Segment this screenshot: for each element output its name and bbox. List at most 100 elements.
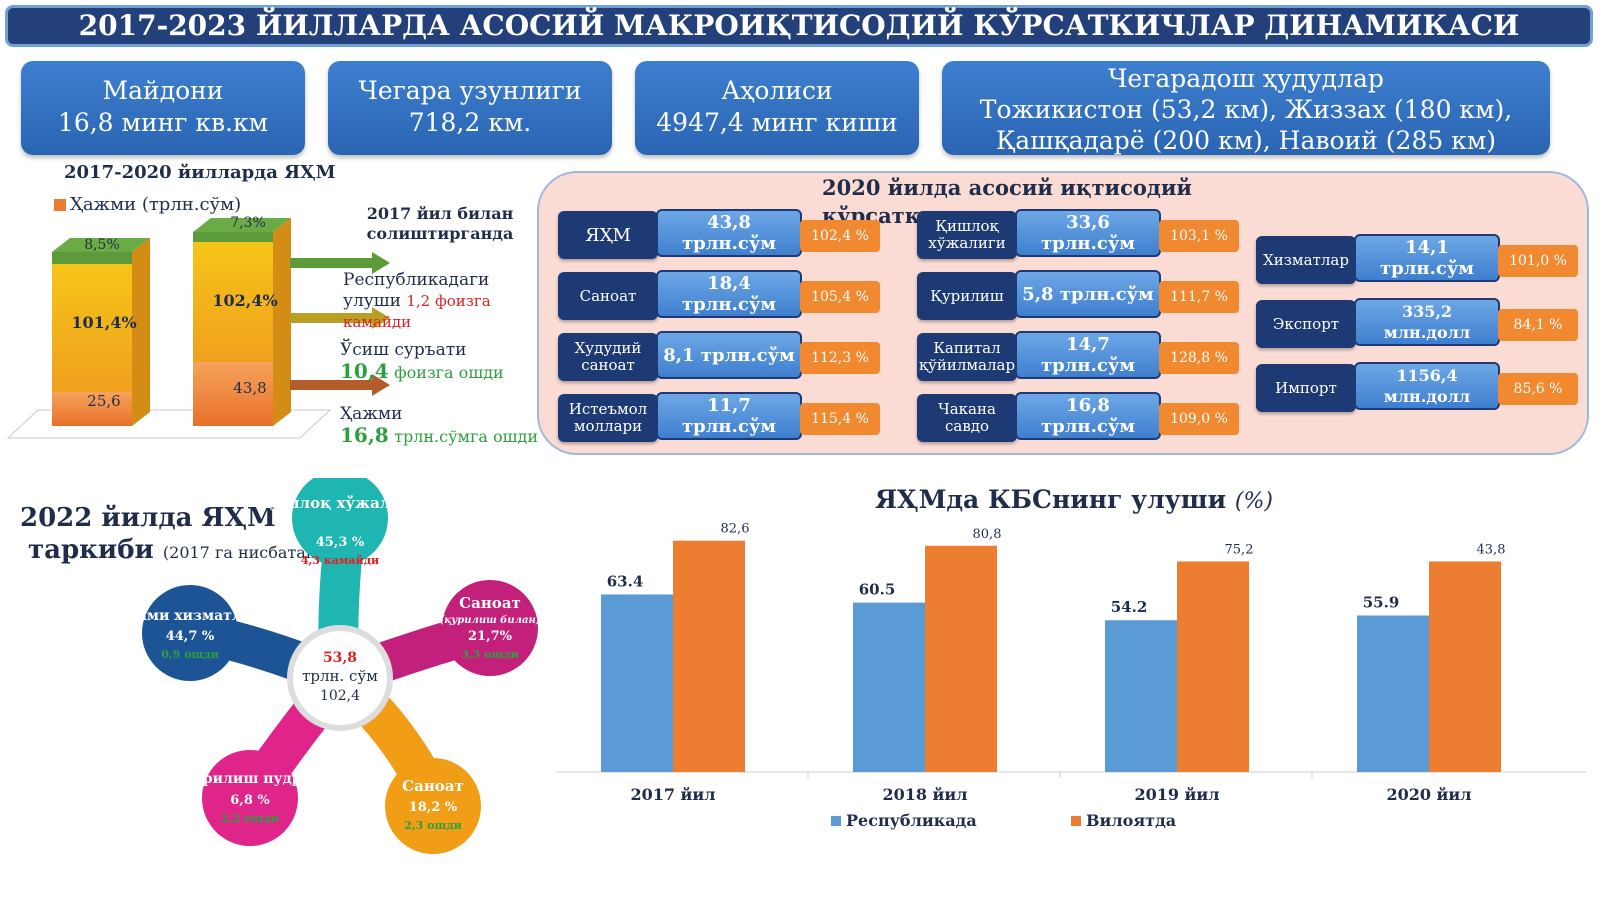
bar-chart-unit: (%) — [1234, 489, 1273, 514]
indicator-export-value: 335,2 млн.долл — [1354, 298, 1500, 346]
gdp-floor — [6, 409, 332, 439]
indicator-import-label: Импорт — [1256, 364, 1356, 412]
indicator-services-pct: 101,0 % — [1498, 245, 1578, 277]
indicator-construction-value: 5,8 трлн.сўм — [1015, 270, 1161, 318]
neighbors-label: Чегарадош ҳудудлар — [1108, 64, 1384, 93]
indicator-consumer-goods-value: 11,7 трлн.сўм — [656, 392, 802, 440]
gdp-bar2-share: 7,3% — [230, 215, 266, 231]
gdp-bar2-growth-segment — [193, 242, 273, 362]
industry-pct: 18,2 % — [409, 800, 458, 815]
share-note-text: Республикадаги улуши — [343, 270, 490, 311]
share-note: Республикадаги улуши 1,2 фоизга камайди — [343, 270, 543, 333]
population-card: Аҳолиси 4947,4 минг киши — [635, 61, 919, 155]
area-card-label: Майдони — [102, 76, 224, 105]
data-label-region-0: 82,6 — [721, 522, 750, 537]
bar-chart-title-text: ЯҲМда КБСнинг улуши — [875, 485, 1227, 514]
agriculture-pct: 45,3 % — [316, 535, 365, 550]
bar-region-3 — [1429, 561, 1501, 772]
industry-petal — [385, 758, 481, 854]
industry-construction-sub: (қурилиш билан) — [440, 615, 541, 626]
services-change: 0,9 ошди — [161, 648, 219, 661]
bar-region-2 — [1177, 561, 1249, 772]
legend-republic-swatch-icon — [831, 816, 841, 826]
indicator-consumer-goods-pct: 115,4 % — [800, 403, 880, 435]
gdp-bar1-top — [52, 238, 150, 252]
indicator-gdp-value: 43,8 трлн.сўм — [656, 209, 802, 257]
indicator-agriculture-pct: 103,1 % — [1159, 220, 1239, 252]
neighbors-line2: Қашқадарё (200 км), Навоий (285 км) — [995, 126, 1497, 155]
growth-note-text: Ўсиш суръати — [340, 340, 467, 360]
industry-change: 2,3 ошди — [404, 819, 462, 832]
legend-republic-label: Республикада — [846, 811, 977, 830]
industry-name: Саноат — [402, 777, 464, 795]
population-label: Аҳолиси — [721, 76, 833, 105]
data-label-republic-2: 54.2 — [1111, 598, 1148, 616]
bar-republic-3 — [1357, 615, 1429, 772]
indicator-industry-value: 18,4 трлн.сўм — [656, 270, 802, 318]
indicator-export-pct: 84,1 % — [1498, 309, 1578, 341]
structure-title-line2: таркиби (2017 га нисбатан) — [20, 534, 323, 569]
indicator-gdp-pct: 102,4 % — [800, 220, 880, 252]
growth-note-suffix: фоизга ошди — [394, 363, 504, 382]
bar-region-1 — [925, 545, 997, 772]
industry-construction-petal — [442, 580, 538, 676]
gdp-bar2-base: 43,8 — [233, 379, 266, 397]
border-length-label: Чегара узунлиги — [358, 76, 582, 105]
border-length-card: Чегара узунлиги 718,2 км. — [328, 61, 612, 155]
indicator-investment-label: Капитал қўйилмалар — [917, 333, 1017, 381]
x-tick-label-1: 2018 йил — [882, 785, 967, 804]
center-unit: трлн. сўм — [302, 667, 378, 685]
gdp-chart-title: 2017-2020 йилларда ЯҲМ — [64, 162, 336, 183]
services-petal — [142, 585, 238, 681]
gdp-bar1-share-segment — [52, 252, 132, 264]
gdp-bar1-base: 25,6 — [87, 392, 120, 410]
page-title: 2017-2023 ЙИЛЛАРДА АСОСИЙ МАКРОИҚТИСОДИЙ… — [5, 5, 1593, 47]
legend-swatch-icon — [54, 199, 66, 211]
area-card: Майдони 16,8 минг кв.км — [21, 61, 305, 155]
services-pct: 44,7 % — [166, 629, 215, 644]
construction-change: 2,2 ошди — [221, 812, 279, 825]
indicator-investment-value: 14,7 трлн.сўм — [1015, 331, 1161, 379]
sme-share-bar-chart: 63.4 82,6 2017 йил 60.5 80,8 2018 йил 54.2 75,2… — [556, 522, 1586, 830]
structure-title-line1: 2022 йилда ЯҲМ — [20, 503, 276, 533]
share-arrow-icon — [290, 252, 390, 274]
gdp-bar2-top — [193, 218, 291, 232]
x-tick-label-2: 2019 йил — [1134, 785, 1219, 804]
bar-republic-0 — [601, 594, 673, 772]
indicator-industry-label: Саноат — [558, 272, 658, 320]
gdp-bar2-growth: 102,4% — [212, 291, 277, 310]
volume-arrow-icon — [290, 374, 390, 396]
indicator-import-value: 1156,4 млн.долл — [1354, 362, 1500, 410]
indicator-retail-label: Чакана савдо — [917, 394, 1017, 442]
neighbors-line1: Тожикистон (53,2 км), Жиззах (180 км), — [979, 95, 1513, 124]
data-label-region-1: 80,8 — [973, 527, 1002, 542]
indicator-industry-pct: 105,4 % — [800, 281, 880, 313]
data-label-republic-3: 55.9 — [1363, 593, 1400, 611]
agriculture-change: 4,3 камайди — [301, 554, 379, 567]
indicator-investment-pct: 128,8 % — [1159, 342, 1239, 374]
agriculture-petal — [292, 478, 388, 566]
indicator-regional-industry-pct: 112,3 % — [800, 342, 880, 374]
data-label-republic-0: 63.4 — [607, 572, 644, 590]
industry-construction-pct: 21,7% — [468, 629, 513, 644]
indicator-consumer-goods-label: Истеъмол моллари — [558, 394, 658, 442]
gdp-arrows — [290, 252, 390, 396]
industry-construction-name: Саноат — [459, 594, 521, 612]
gdp-legend: Ҳажми (трлн.сўм) — [54, 194, 241, 215]
volume-note-text: Ҳажми — [340, 404, 403, 424]
indicator-regional-industry-label: Худудий саноат — [558, 333, 658, 381]
services-name: Жами хизматлар — [140, 608, 261, 624]
industry-construction-change: 3,3 ошди — [461, 648, 519, 661]
data-label-region-2: 75,2 — [1225, 542, 1254, 557]
compare-note: 2017 йил билан солиштирганда — [366, 204, 514, 243]
area-card-value: 16,8 минг кв.км — [57, 108, 269, 137]
structure-title: 2022 йилда ЯҲМ таркиби (2017 га нисбатан… — [20, 502, 323, 569]
construction-pct: 6,8 % — [230, 793, 270, 808]
indicator-retail-value: 16,8 трлн.сўм — [1015, 392, 1161, 440]
gdp-bar1-side — [132, 238, 150, 426]
gdp-bar1-share: 8,5% — [84, 237, 120, 253]
indicator-construction-label: Қурилиш — [917, 272, 1017, 320]
gdp-bar2-side — [273, 218, 291, 426]
volume-note-suffix: трлн.сўмга ошди — [394, 427, 538, 446]
gdp-bar1-growth-segment — [52, 264, 132, 392]
